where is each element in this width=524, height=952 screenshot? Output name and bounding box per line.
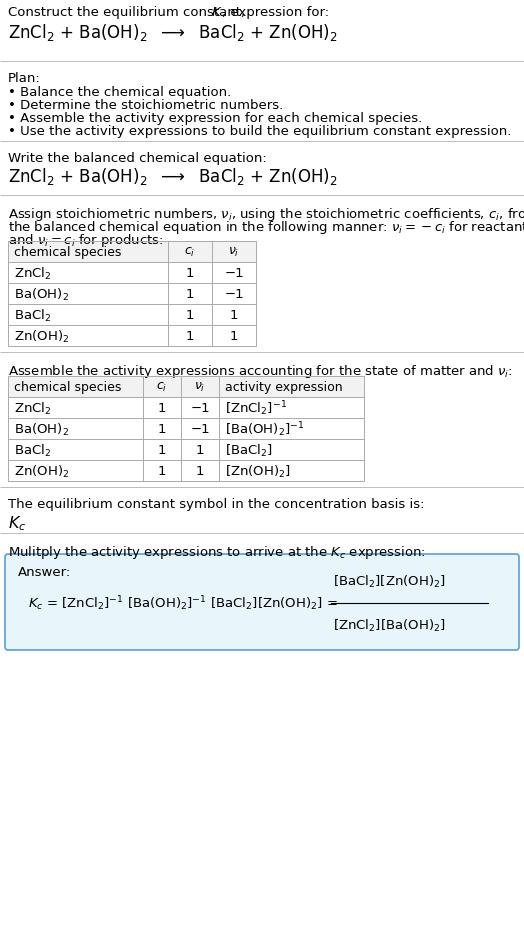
Text: , expression for:: , expression for: (222, 6, 329, 19)
Text: $c_i$: $c_i$ (156, 381, 168, 393)
Text: BaCl$_2$: BaCl$_2$ (14, 307, 51, 324)
Text: • Determine the stoichiometric numbers.: • Determine the stoichiometric numbers. (8, 99, 283, 112)
Text: Ba(OH)$_2$: Ba(OH)$_2$ (14, 421, 69, 437)
Text: 1: 1 (185, 329, 194, 343)
Bar (8, 377, 364, 398)
Text: [ZnCl$_2$]$^{-1}$: [ZnCl$_2$]$^{-1}$ (225, 399, 287, 417)
Text: −1: −1 (190, 402, 210, 414)
Text: Assign stoichiometric numbers, $\nu_i$, using the stoichiometric coefficients, $: Assign stoichiometric numbers, $\nu_i$, … (8, 206, 524, 223)
Text: • Use the activity expressions to build the equilibrium constant expression.: • Use the activity expressions to build … (8, 125, 511, 138)
Text: 1: 1 (158, 465, 166, 478)
Text: [Zn(OH)$_2$]: [Zn(OH)$_2$] (225, 463, 291, 479)
Text: Ba(OH)$_2$: Ba(OH)$_2$ (14, 287, 69, 302)
FancyBboxPatch shape (5, 554, 519, 650)
Text: ZnCl$_2$ + Ba(OH)$_2$  $\longrightarrow$  BaCl$_2$ + Zn(OH)$_2$: ZnCl$_2$ + Ba(OH)$_2$ $\longrightarrow$ … (8, 166, 338, 187)
Text: chemical species: chemical species (14, 246, 122, 259)
Text: ZnCl$_2$: ZnCl$_2$ (14, 266, 51, 281)
Text: the balanced chemical equation in the following manner: $\nu_i = -c_i$ for react: the balanced chemical equation in the fo… (8, 219, 524, 236)
Text: Mulitply the activity expressions to arrive at the $K_c$ expression:: Mulitply the activity expressions to arr… (8, 544, 426, 561)
Bar (8, 242, 256, 263)
Text: 1: 1 (230, 329, 238, 343)
Text: • Assemble the activity expression for each chemical species.: • Assemble the activity expression for e… (8, 112, 422, 125)
Text: −1: −1 (190, 423, 210, 436)
Text: ZnCl$_2$ + Ba(OH)$_2$  $\longrightarrow$  BaCl$_2$ + Zn(OH)$_2$: ZnCl$_2$ + Ba(OH)$_2$ $\longrightarrow$ … (8, 22, 338, 43)
Text: $K_c$: $K_c$ (8, 513, 26, 532)
Text: chemical species: chemical species (14, 381, 122, 393)
Text: Plan:: Plan: (8, 72, 41, 85)
Text: 1: 1 (158, 444, 166, 457)
Text: 1: 1 (158, 402, 166, 414)
Text: [Ba(OH)$_2$]$^{-1}$: [Ba(OH)$_2$]$^{-1}$ (225, 420, 304, 438)
Text: [BaCl$_2$][Zn(OH)$_2$]: [BaCl$_2$][Zn(OH)$_2$] (333, 573, 446, 589)
Text: [BaCl$_2$]: [BaCl$_2$] (225, 442, 273, 458)
Text: −1: −1 (224, 267, 244, 280)
Text: $K_c$ = [ZnCl$_2$]$^{-1}$ [Ba(OH)$_2$]$^{-1}$ [BaCl$_2$][Zn(OH)$_2$] =: $K_c$ = [ZnCl$_2$]$^{-1}$ [Ba(OH)$_2$]$^… (28, 594, 339, 613)
Text: Zn(OH)$_2$: Zn(OH)$_2$ (14, 328, 69, 345)
Text: 1: 1 (185, 267, 194, 280)
Text: BaCl$_2$: BaCl$_2$ (14, 442, 51, 458)
Text: • Balance the chemical equation.: • Balance the chemical equation. (8, 86, 231, 99)
Text: Zn(OH)$_2$: Zn(OH)$_2$ (14, 463, 69, 479)
Text: $K$: $K$ (211, 6, 223, 19)
Text: activity expression: activity expression (225, 381, 343, 393)
Text: 1: 1 (185, 288, 194, 301)
Bar (8, 242, 256, 347)
Text: 1: 1 (196, 465, 204, 478)
Text: Write the balanced chemical equation:: Write the balanced chemical equation: (8, 151, 267, 165)
Text: 1: 1 (230, 308, 238, 322)
Text: 1: 1 (185, 308, 194, 322)
Text: 1: 1 (196, 444, 204, 457)
Text: ZnCl$_2$: ZnCl$_2$ (14, 400, 51, 416)
Text: $c_i$: $c_i$ (184, 246, 195, 259)
Text: and $\nu_i = c_i$ for products:: and $\nu_i = c_i$ for products: (8, 231, 163, 248)
Text: −1: −1 (224, 288, 244, 301)
Text: Answer:: Answer: (18, 565, 71, 579)
Text: $\nu_i$: $\nu_i$ (194, 381, 206, 393)
Text: [ZnCl$_2$][Ba(OH)$_2$]: [ZnCl$_2$][Ba(OH)$_2$] (333, 617, 446, 633)
Text: Construct the equilibrium constant,: Construct the equilibrium constant, (8, 6, 249, 19)
Bar (8, 377, 364, 482)
Text: $\nu_i$: $\nu_i$ (228, 246, 239, 259)
Text: Assemble the activity expressions accounting for the state of matter and $\nu_i$: Assemble the activity expressions accoun… (8, 363, 512, 380)
Text: 1: 1 (158, 423, 166, 436)
Text: The equilibrium constant symbol in the concentration basis is:: The equilibrium constant symbol in the c… (8, 498, 424, 510)
